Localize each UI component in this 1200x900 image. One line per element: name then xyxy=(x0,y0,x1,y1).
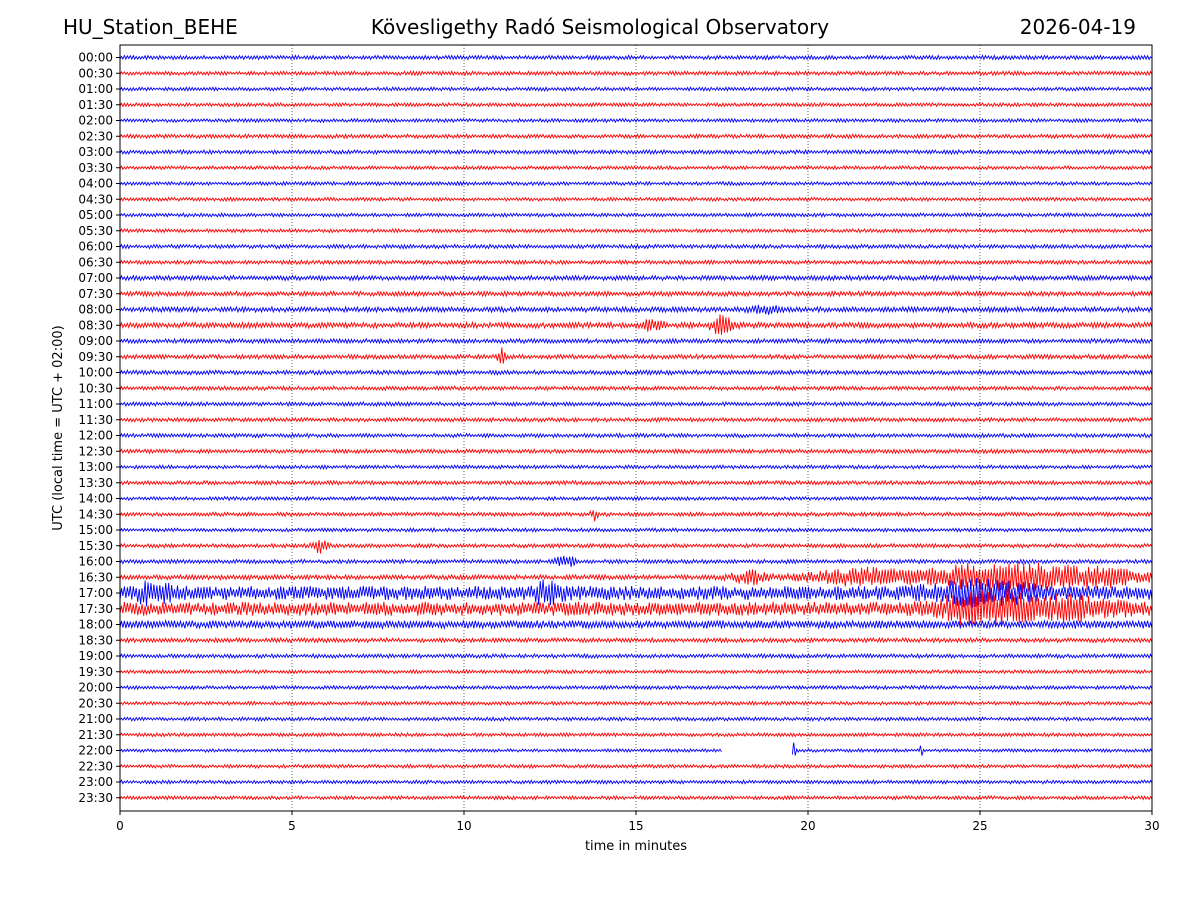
y-tick-label: 06:30 xyxy=(78,255,113,269)
trace-0030 xyxy=(119,70,1153,77)
y-tick-label: 00:00 xyxy=(78,51,113,65)
y-tick-label: 04:30 xyxy=(78,192,113,206)
y-tick-label: 01:00 xyxy=(78,82,113,96)
x-tick-label: 5 xyxy=(288,819,296,833)
y-tick-label: 11:00 xyxy=(78,397,113,411)
y-tick-label: 22:00 xyxy=(78,744,113,758)
y-tick-label: 06:00 xyxy=(78,240,113,254)
y-tick-label: 16:00 xyxy=(78,555,113,569)
trace-0930 xyxy=(119,347,1153,364)
trace-1230 xyxy=(119,448,1153,455)
y-tick-label: 14:30 xyxy=(78,507,113,521)
y-axis-label: UTC (local time = UTC + 02:00) xyxy=(51,325,66,530)
chart-date: 2026-04-19 xyxy=(1019,15,1136,39)
y-tick-label: 16:30 xyxy=(78,570,113,584)
trace-2200 xyxy=(119,742,1153,756)
y-tick-label: 21:00 xyxy=(78,712,113,726)
y-tick-label: 19:00 xyxy=(78,649,113,663)
trace-1130 xyxy=(119,416,1153,423)
trace-0600 xyxy=(119,243,1153,250)
trace-1830 xyxy=(119,636,1153,644)
x-axis-label: time in minutes xyxy=(585,839,687,854)
y-tick-label: 18:30 xyxy=(78,633,113,647)
x-tick-label: 0 xyxy=(116,819,124,833)
y-tick-label: 20:30 xyxy=(78,696,113,710)
y-tick-label: 12:00 xyxy=(78,429,113,443)
y-tick-label: 18:00 xyxy=(78,618,113,632)
y-tick-label: 00:30 xyxy=(78,66,113,80)
y-tick-label: 01:30 xyxy=(78,98,113,112)
x-tick-label: 10 xyxy=(456,819,471,833)
trace-0630 xyxy=(119,259,1153,266)
y-tick-label: 05:00 xyxy=(78,208,113,222)
y-tick-label: 19:30 xyxy=(78,665,113,679)
y-tick-label: 17:30 xyxy=(78,602,113,616)
y-tick-label: 10:30 xyxy=(78,381,113,395)
x-tick-label: 25 xyxy=(972,819,987,833)
x-tick-label: 30 xyxy=(1144,819,1159,833)
y-tick-label: 17:00 xyxy=(78,586,113,600)
y-tick-label: 20:00 xyxy=(78,681,113,695)
y-tick-label: 14:00 xyxy=(78,492,113,506)
trace-1330 xyxy=(119,479,1153,486)
trace-0730 xyxy=(119,289,1153,298)
x-tick-label: 20 xyxy=(800,819,815,833)
y-tick-label: 23:00 xyxy=(78,775,113,789)
trace-0530 xyxy=(119,227,1153,234)
y-tick-label: 08:30 xyxy=(78,318,113,332)
y-tick-label: 02:00 xyxy=(78,114,113,128)
y-tick-label: 13:00 xyxy=(78,460,113,474)
y-tick-label: 05:30 xyxy=(78,224,113,238)
y-tick-label: 15:30 xyxy=(78,539,113,553)
chart-title: Kövesligethy Radó Seismological Observat… xyxy=(370,15,830,39)
y-tick-label: 13:30 xyxy=(78,476,113,490)
y-tick-label: 15:00 xyxy=(78,523,113,537)
y-tick-label: 09:00 xyxy=(78,334,113,348)
trace-0230 xyxy=(119,133,1153,140)
y-tick-label: 08:00 xyxy=(78,303,113,317)
trace-1030 xyxy=(119,385,1153,392)
y-tick-label: 11:30 xyxy=(78,413,113,427)
y-tick-label: 23:30 xyxy=(78,791,113,805)
y-tick-label: 07:30 xyxy=(78,287,113,301)
trace-0900 xyxy=(119,337,1153,345)
x-tick-label: 15 xyxy=(628,819,643,833)
station-name: HU_Station_BEHE xyxy=(63,15,238,39)
y-tick-label: 03:30 xyxy=(78,161,113,175)
y-tick-label: 04:00 xyxy=(78,177,113,191)
y-tick-label: 22:30 xyxy=(78,759,113,773)
y-tick-label: 07:00 xyxy=(78,271,113,285)
y-tick-label: 03:00 xyxy=(78,145,113,159)
y-tick-label: 21:30 xyxy=(78,728,113,742)
y-tick-label: 10:00 xyxy=(78,366,113,380)
x-axis: 0 5 10 15 20 25 30 xyxy=(116,811,1160,833)
y-tick-label: 12:30 xyxy=(78,444,113,458)
y-tick-label: 02:30 xyxy=(78,129,113,143)
y-tick-label: 09:30 xyxy=(78,350,113,364)
grid-lines xyxy=(291,45,981,811)
trace-1730 xyxy=(119,587,1153,627)
